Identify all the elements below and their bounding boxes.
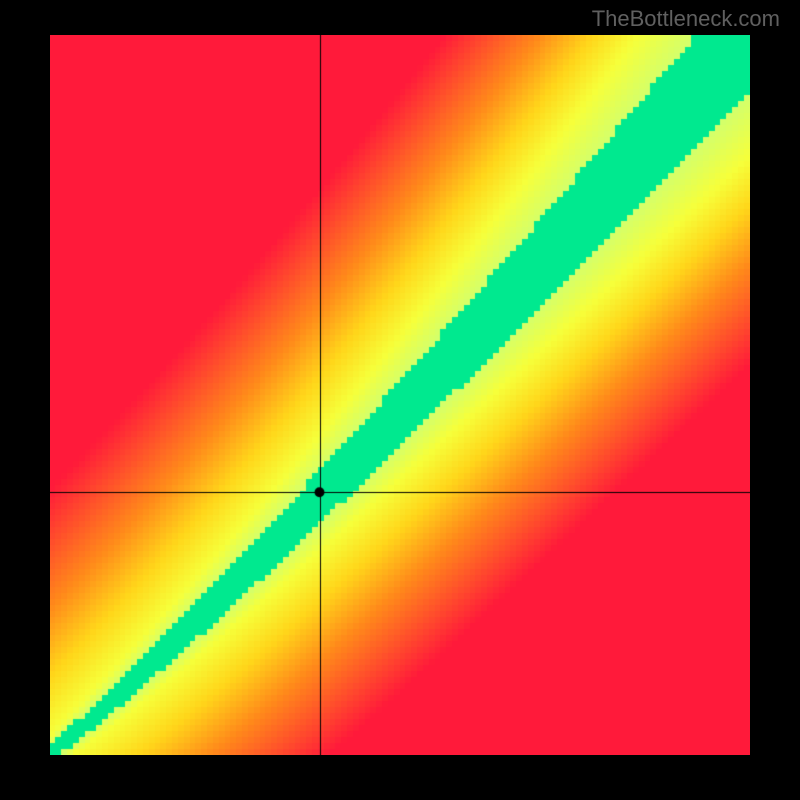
- chart-container: TheBottleneck.com: [0, 0, 800, 800]
- watermark-text: TheBottleneck.com: [592, 6, 780, 32]
- bottleneck-heatmap: [50, 35, 750, 755]
